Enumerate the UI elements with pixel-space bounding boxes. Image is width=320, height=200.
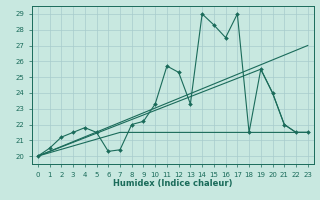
X-axis label: Humidex (Indice chaleur): Humidex (Indice chaleur) (113, 179, 233, 188)
